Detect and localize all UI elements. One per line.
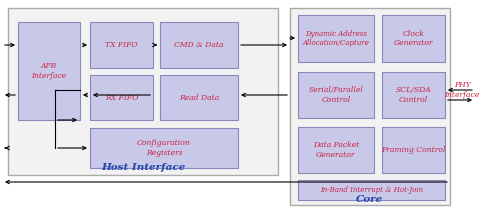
Text: In-Band Interrupt & Hot-Join: In-Band Interrupt & Hot-Join xyxy=(320,186,423,194)
Text: RX FIFO: RX FIFO xyxy=(105,94,138,101)
Bar xyxy=(160,22,238,68)
Bar xyxy=(90,75,153,120)
Bar xyxy=(382,72,445,118)
Text: Framing Control: Framing Control xyxy=(381,146,446,154)
Text: TX FIFO: TX FIFO xyxy=(105,41,138,49)
Text: Configuration
Registers: Configuration Registers xyxy=(137,139,191,157)
Bar xyxy=(298,180,445,200)
Text: Read Data: Read Data xyxy=(179,94,219,101)
Bar xyxy=(382,127,445,173)
Bar xyxy=(8,8,278,175)
Text: Data Packet
Generator: Data Packet Generator xyxy=(313,141,359,159)
Bar xyxy=(18,22,80,120)
Text: CMD & Data: CMD & Data xyxy=(174,41,224,49)
Bar xyxy=(160,75,238,120)
Text: Core: Core xyxy=(356,196,384,205)
Text: PHY
Interface: PHY Interface xyxy=(444,81,480,99)
Text: SCL/SDA
Control: SCL/SDA Control xyxy=(396,86,432,104)
Bar xyxy=(382,15,445,62)
Text: Dynamic Address
Allocation/Capture: Dynamic Address Allocation/Capture xyxy=(302,30,370,47)
Bar xyxy=(298,72,374,118)
Bar xyxy=(90,22,153,68)
Bar xyxy=(298,15,374,62)
Text: Serial/Parallel
Control: Serial/Parallel Control xyxy=(309,86,363,104)
Text: Host Interface: Host Interface xyxy=(101,163,185,172)
Text: Clock
Generator: Clock Generator xyxy=(394,30,433,47)
Text: APB
Interface: APB Interface xyxy=(31,62,67,80)
Bar xyxy=(290,8,450,205)
Bar xyxy=(90,128,238,168)
Bar xyxy=(298,127,374,173)
